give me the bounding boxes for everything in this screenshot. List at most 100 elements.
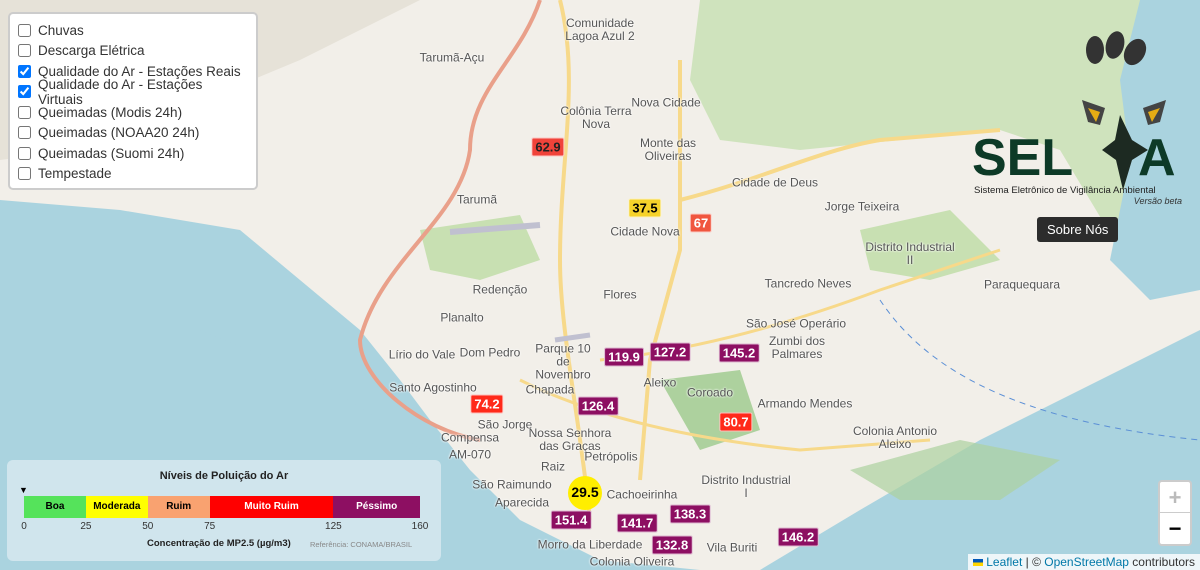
place-label: Distrito Industrial II [865,240,955,267]
layer-label: Queimadas (Suomi 24h) [38,145,185,161]
zoom-out-button[interactable]: − [1168,516,1182,541]
layer-checkbox[interactable] [18,167,31,181]
place-label: Vila Buriti [706,540,758,555]
air-quality-marker[interactable]: 119.9 [604,347,644,367]
place-label: Distrito Industrial I [701,473,791,500]
place-label: Cidade Nova [610,224,680,239]
place-label: Dom Pedro [459,345,521,360]
place-label: Zumbi dos Palmares [768,334,826,361]
legend-band: Boa [24,496,86,518]
layer-option[interactable]: Qualidade do Ar - Estações Virtuais [18,77,248,107]
place-label: Chapada [525,382,575,397]
layer-checkbox[interactable] [18,44,31,58]
place-label: Armando Mendes [757,396,853,411]
legend-tick: 75 [204,521,216,532]
layer-label: Chuvas [38,22,84,38]
place-label: Colonia Antonio Aleixo [852,424,938,451]
attribution-separator: | © [1022,555,1045,569]
place-label: Raiz [540,459,566,474]
layer-checkbox[interactable] [18,146,31,160]
air-quality-marker[interactable]: 29.5 [568,476,602,510]
place-label: Santo Agostinho [389,380,477,395]
layer-option[interactable]: Queimadas (NOAA20 24h) [18,123,248,144]
layer-option[interactable]: Chuvas [18,20,248,41]
layer-option[interactable]: Qualidade do Ar - Estações Reais [18,61,248,82]
place-label: São José Operário [745,316,847,331]
pollution-legend: Níveis de Poluição do Ar ▼ Boa Moderada Ru… [7,460,441,561]
air-quality-marker[interactable]: 37.5 [628,198,662,218]
svg-text:A: A [1138,129,1176,187]
layer-label: Qualidade do Ar - Estações Virtuais [38,76,203,107]
layer-option[interactable]: Queimadas (Suomi 24h) [18,143,248,164]
layer-option[interactable]: Queimadas (Modis 24h) [18,102,248,123]
place-label: Nova Cidade [631,95,701,110]
legend-band: Péssimo [333,496,420,518]
air-quality-marker[interactable]: 80.7 [719,412,753,432]
layer-option[interactable]: Descarga Elétrica [18,41,248,62]
place-label: Colonia Oliveira [589,554,675,569]
air-quality-marker[interactable]: 151.4 [550,510,592,530]
layer-control: Chuvas Descarga Elétrica Qualidade do Ar -… [8,12,258,190]
place-label: Parque 10 de Novembro [535,341,591,382]
legend-title: Níveis de Poluição do Ar [159,470,289,482]
layer-label: Queimadas (NOAA20 24h) [38,125,200,141]
logo-subtitle: Sistema Eletrônico de Vigilância Ambient… [974,185,1156,196]
air-quality-marker[interactable]: 74.2 [470,394,504,414]
legend-tick: 0 [21,521,27,532]
map-attribution: Leaflet | © OpenStreetMap contributors [967,554,1200,570]
leaflet-link[interactable]: Leaflet [986,555,1023,569]
layer-checkbox[interactable] [18,85,31,99]
legend-band: Moderada [85,496,148,518]
legend-tick: 50 [142,521,154,532]
place-label: Tarumã [456,192,498,207]
legend-pointer-icon: ▼ [19,485,28,495]
legend-tick: 160 [411,521,429,532]
legend-tick: 25 [80,521,92,532]
layer-checkbox[interactable] [18,105,31,119]
air-quality-marker[interactable]: 146.2 [777,527,819,547]
place-label: Paraquequara [983,277,1061,292]
place-label: Monte das Oliveiras [639,136,697,163]
svg-text:SEL: SEL [972,129,1073,187]
air-quality-marker[interactable]: 126.4 [577,396,619,416]
zoom-control: + − [1158,480,1192,546]
zoom-in-button[interactable]: + [1160,482,1190,513]
place-label: Petrópolis [584,449,638,464]
place-label: Flores [603,287,637,302]
layer-checkbox[interactable] [18,126,31,140]
place-label: São Jorge [477,417,533,432]
place-label: Aleixo [643,375,677,390]
layer-checkbox[interactable] [18,23,31,37]
air-quality-marker[interactable]: 127.2 [649,342,691,362]
layer-label: Queimadas (Modis 24h) [38,104,183,120]
air-quality-marker[interactable]: 67 [689,213,713,233]
air-quality-marker[interactable]: 62.9 [531,137,565,157]
layer-checkbox[interactable] [18,64,31,78]
layer-label: Descarga Elétrica [38,43,145,59]
legend-band: Ruim [147,496,210,518]
place-label: Redenção [472,282,528,297]
legend-axis-label: Concentração de MP2.5 (µg/m3) [147,538,291,549]
place-label: Jorge Teixeira [824,199,900,214]
legend-tick: 125 [325,521,342,532]
attribution-suffix: contributors [1128,555,1195,569]
legend-band: Muito Ruim [209,496,334,518]
place-label: Nossa Senhora das Graças [528,426,612,453]
place-label: São Raimundo [472,477,552,492]
place-label: Planalto [440,310,484,325]
air-quality-marker[interactable]: 141.7 [616,513,658,533]
place-label: Coroado [686,385,734,400]
about-us-button[interactable]: Sobre Nós [1037,217,1119,242]
place-label: Aparecida [494,495,550,510]
place-label: Morro da Liberdade [537,537,643,552]
air-quality-marker[interactable]: 145.2 [718,343,760,363]
layer-option[interactable]: Tempestade [18,164,248,185]
place-label: Colônia Terra Nova [560,104,632,131]
air-quality-marker[interactable]: 138.3 [669,504,711,524]
osm-link[interactable]: OpenStreetMap [1044,555,1129,569]
layer-label: Tempestade [38,166,112,182]
place-label: Tancredo Neves [764,276,852,291]
legend-reference: Referência: CONAMA/BRASIL [310,540,413,549]
selva-logo: SEL A Sistema Eletrônico de Vigilância A… [972,31,1182,206]
air-quality-marker[interactable]: 132.8 [651,535,693,555]
